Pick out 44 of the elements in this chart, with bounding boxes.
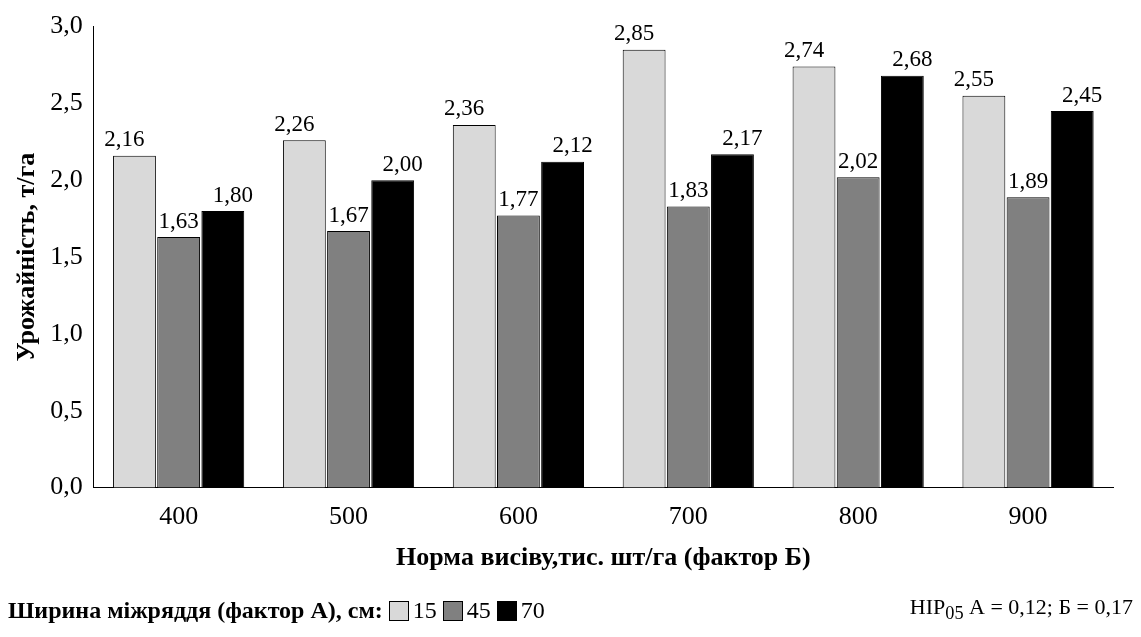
data-label: 1,89 (1007, 167, 1049, 193)
legend-label: 70 (520, 597, 545, 625)
bar (880, 75, 924, 488)
data-label: 1,63 (158, 207, 199, 233)
data-label: 2,17 (722, 124, 763, 150)
legend-label: 15 (412, 597, 437, 625)
y-tick-label: 0,0 (50, 471, 83, 501)
x-tick-label: 500 (329, 501, 369, 531)
data-label: 2,12 (552, 132, 593, 158)
data-label: 2,02 (838, 147, 879, 173)
x-tick-label: 800 (838, 501, 878, 531)
bar (201, 211, 245, 488)
x-axis-title: Норма висіву,тис. шт/га (фактор Б) (396, 542, 811, 572)
legend-title: Ширина міжряддя (фактор А), см: (8, 597, 383, 625)
data-label: 1,80 (212, 181, 253, 207)
bar (711, 154, 754, 488)
data-label: 2,85 (614, 20, 655, 46)
y-tick-label: 1,0 (50, 317, 83, 347)
bar (541, 161, 584, 488)
x-tick-label: 900 (1008, 501, 1048, 531)
y-tick-label: 2,0 (50, 164, 83, 194)
y-axis-title: Урожайність, т/га (11, 152, 41, 362)
data-label: 2,26 (274, 110, 315, 136)
bar (1050, 111, 1094, 488)
bar (371, 180, 415, 488)
data-label: 2,55 (953, 66, 995, 92)
data-label: 2,74 (783, 37, 825, 63)
y-tick-label: 1,5 (50, 240, 83, 270)
x-tick-label: 400 (159, 501, 199, 531)
data-label: 2,00 (382, 150, 423, 176)
data-label: 1,83 (668, 176, 709, 202)
text: НІР$_{05}$ А = 0,12; Б = 0,17 (909, 594, 1133, 625)
data-label: 2,45 (1062, 81, 1103, 107)
x-tick-label: 700 (668, 501, 708, 531)
y-tick-label: 3,0 (50, 10, 83, 40)
data-label: 2,68 (892, 46, 933, 72)
data-label: 2,36 (444, 95, 485, 121)
x-tick-label: 600 (498, 501, 538, 531)
legend-label: 45 (466, 597, 491, 625)
data-label: 2,16 (104, 126, 145, 152)
data-label: 1,77 (498, 186, 539, 212)
data-label: 1,67 (328, 201, 369, 227)
y-tick-label: 0,5 (50, 394, 83, 424)
y-tick-label: 2,5 (50, 87, 83, 117)
